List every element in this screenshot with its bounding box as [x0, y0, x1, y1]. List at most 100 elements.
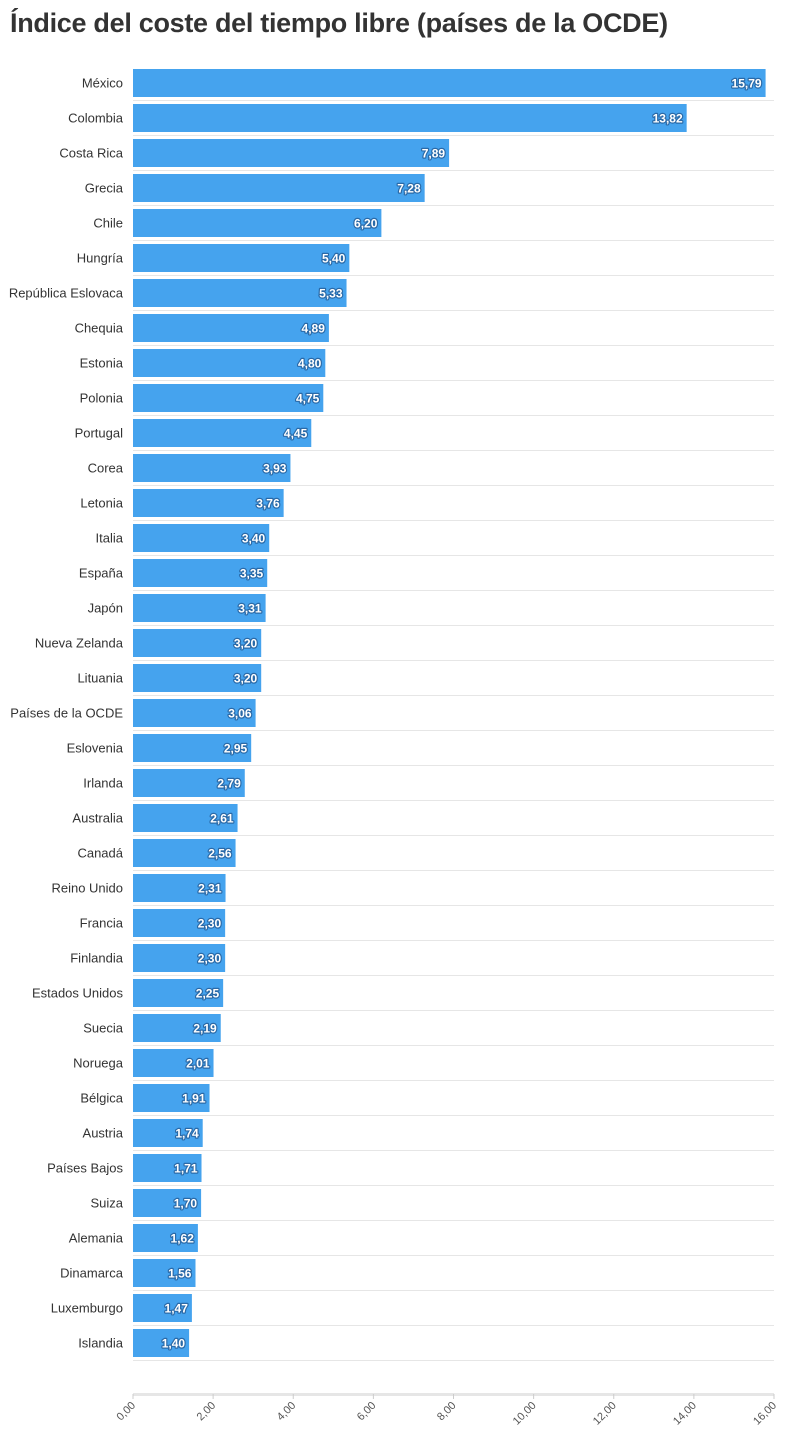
bar [133, 1154, 202, 1182]
bar [133, 244, 350, 272]
bar [133, 314, 329, 342]
category-label: Irlanda [83, 776, 124, 791]
category-label: Japón [88, 601, 123, 616]
category-label: Finlandia [70, 951, 124, 966]
category-label: Nueva Zelanda [35, 636, 124, 651]
value-label: 6,20 [354, 217, 378, 231]
value-label: 2,30 [198, 952, 222, 966]
bar [133, 909, 226, 937]
bar [133, 1224, 198, 1252]
value-label: 4,75 [296, 392, 320, 406]
bar [133, 1119, 203, 1147]
value-label: 3,93 [263, 462, 287, 476]
bar [133, 979, 224, 1007]
category-label: Bélgica [80, 1091, 123, 1106]
bar [133, 489, 284, 517]
value-label: 2,31 [198, 882, 222, 896]
bar [133, 174, 425, 202]
value-label: 3,35 [240, 567, 264, 581]
category-label: España [79, 566, 124, 581]
chart-title: Índice del coste del tiempo libre (paíse… [10, 8, 668, 38]
category-label: Australia [72, 811, 123, 826]
value-label: 3,20 [234, 672, 258, 686]
value-label: 4,45 [284, 427, 308, 441]
bar [133, 1084, 210, 1112]
bar [133, 1259, 196, 1287]
bar [133, 594, 266, 622]
value-label: 1,47 [165, 1302, 189, 1316]
value-label: 3,76 [256, 497, 280, 511]
x-tick-label: 8,00 [435, 1400, 459, 1424]
category-label: Países Bajos [47, 1161, 123, 1176]
category-label: Países de la OCDE [10, 706, 123, 721]
value-label: 13,82 [653, 112, 683, 126]
category-label: Chequia [75, 321, 124, 336]
category-label: Estonia [80, 356, 124, 371]
value-label: 2,95 [224, 742, 248, 756]
value-label: 3,20 [234, 637, 258, 651]
value-label: 2,61 [210, 812, 234, 826]
x-tick-label: 12,00 [591, 1400, 619, 1428]
value-label: 2,56 [208, 847, 232, 861]
value-label: 1,70 [174, 1197, 198, 1211]
bar [133, 1049, 214, 1077]
category-label: Costa Rica [59, 146, 123, 161]
bar [133, 349, 326, 377]
bar [133, 104, 687, 132]
bar [133, 874, 226, 902]
category-label: Letonia [80, 496, 123, 511]
bar [133, 559, 268, 587]
value-label: 3,06 [228, 707, 252, 721]
bar [133, 664, 262, 692]
value-label: 7,28 [397, 182, 421, 196]
value-label: 4,89 [302, 322, 326, 336]
value-label: 1,62 [171, 1232, 195, 1246]
category-label: Austria [83, 1126, 124, 1141]
bar [133, 279, 347, 307]
value-label: 1,74 [175, 1127, 199, 1141]
value-label: 3,40 [242, 532, 266, 546]
x-tick-label: 14,00 [671, 1400, 699, 1428]
bar [133, 454, 291, 482]
bar [133, 209, 382, 237]
category-label: Noruega [73, 1056, 124, 1071]
value-label: 2,79 [217, 777, 241, 791]
x-tick-label: 0,00 [114, 1400, 138, 1424]
category-label: Chile [93, 216, 123, 231]
x-tick-label: 2,00 [195, 1400, 219, 1424]
x-tick-label: 16,00 [751, 1400, 779, 1428]
category-label: Canadá [77, 846, 123, 861]
bar [133, 699, 256, 727]
category-label: República Eslovaca [9, 286, 124, 301]
value-label: 5,33 [319, 287, 343, 301]
bar [133, 1329, 190, 1357]
category-label: Luxemburgo [51, 1301, 123, 1316]
bar [133, 139, 450, 167]
value-label: 7,89 [422, 147, 446, 161]
bar [133, 524, 270, 552]
value-label: 1,91 [182, 1092, 206, 1106]
value-label: 2,19 [193, 1022, 217, 1036]
value-label: 1,71 [174, 1162, 198, 1176]
category-label: Portugal [75, 426, 124, 441]
bar [133, 839, 236, 867]
bar [133, 804, 238, 832]
category-label: Suecia [83, 1021, 124, 1036]
value-label: 3,31 [238, 602, 262, 616]
category-label: Corea [88, 461, 124, 476]
category-label: México [82, 76, 123, 91]
value-label: 5,40 [322, 252, 346, 266]
value-label: 2,01 [186, 1057, 210, 1071]
category-label: Polonia [80, 391, 124, 406]
x-tick-label: 4,00 [275, 1400, 299, 1424]
bar [133, 1189, 202, 1217]
category-label: Italia [96, 531, 124, 546]
bar [133, 734, 252, 762]
bar [133, 1294, 192, 1322]
category-label: Colombia [68, 111, 124, 126]
bar [133, 944, 226, 972]
bar [133, 419, 312, 447]
value-label: 15,79 [732, 77, 762, 91]
value-label: 1,56 [168, 1267, 192, 1281]
